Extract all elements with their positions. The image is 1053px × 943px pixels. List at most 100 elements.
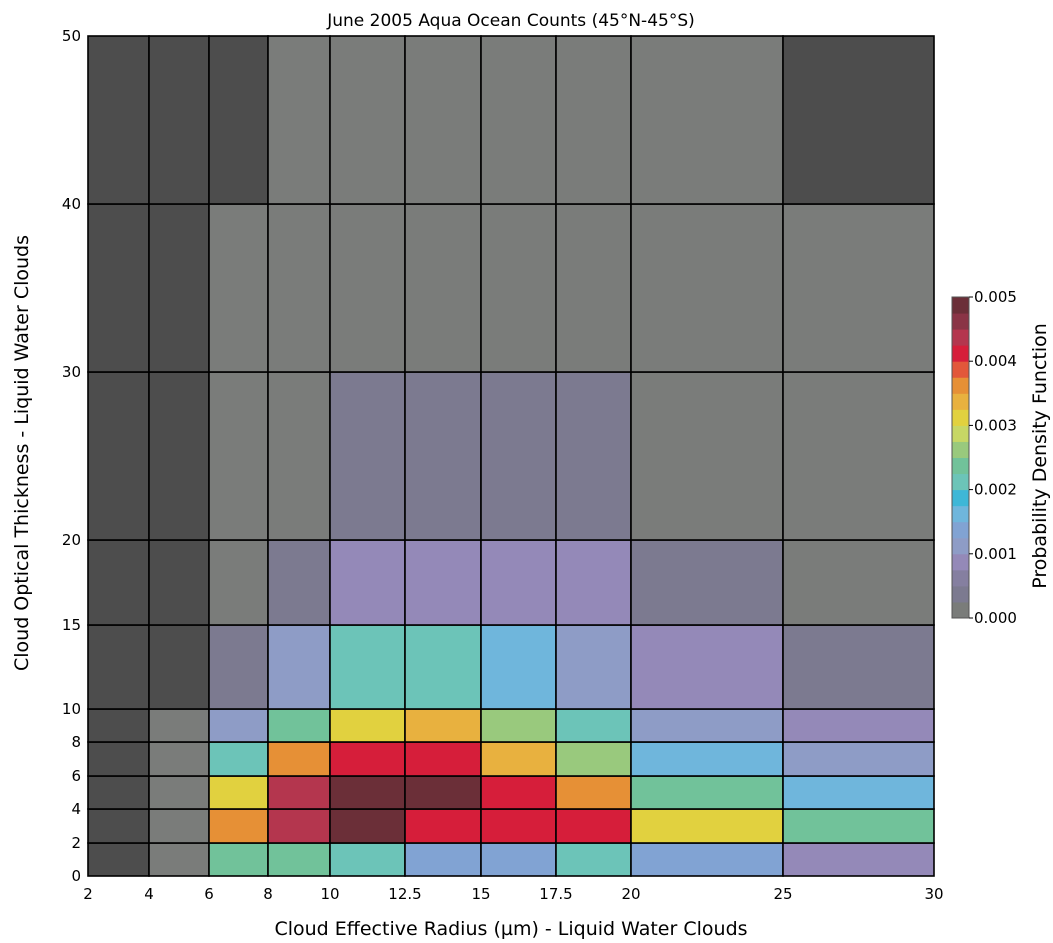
heatmap-cell [267,808,331,844]
heatmap-cell [480,741,557,777]
heatmap-cell [148,775,210,810]
colorbar-swatch [952,505,969,523]
heatmap-cell [555,371,632,541]
heatmap-cell [782,741,935,777]
colorbar-tick-label: 0.004 [974,352,1017,370]
heatmap-cell [87,203,150,373]
heatmap-cell [329,775,406,810]
colorbar-tick-label: 0.002 [974,481,1017,499]
y-tick-label: 40 [62,195,81,213]
heatmap-cell [87,371,150,541]
heatmap-cell [404,708,482,743]
heatmap-cell [555,842,632,877]
x-tick-label: 2 [83,885,93,903]
heatmap-cell [87,624,150,710]
colorbar-swatch [952,409,969,426]
y-tick-label: 50 [62,27,81,45]
heatmap-cell [630,708,784,743]
heatmap-cell [555,203,632,373]
heatmap-cell [404,371,482,541]
heatmap-cell [329,741,406,777]
x-tick-label: 30 [924,885,943,903]
heatmap-cell [208,741,269,777]
colorbar-swatch [952,345,969,362]
heatmap-cell [148,708,210,743]
heatmap-cells [87,35,935,877]
heatmap-cell [555,35,632,205]
colorbar-label: Probability Density Function [1029,323,1051,589]
heatmap-cell [329,35,406,205]
colorbar-tick-label: 0.001 [974,545,1017,563]
colorbar-swatch [952,489,969,507]
colorbar-swatch [952,473,969,491]
heatmap-cell [782,371,935,541]
colorbar-swatch [952,441,969,458]
x-tick-label: 10 [320,885,339,903]
y-tick-label: 2 [71,834,81,852]
heatmap-cell [208,624,269,710]
heatmap-cell [555,624,632,710]
heatmap-cell [630,775,784,810]
heatmap-cell [329,539,406,626]
colorbar-swatch [952,329,969,346]
heatmap-cell [329,624,406,710]
heatmap-cell [208,708,269,743]
y-tick-label: 0 [71,867,81,885]
heatmap-cell [555,708,632,743]
heatmap-cell [630,842,784,877]
y-tick-label: 8 [71,733,81,751]
heatmap-cell [267,842,331,877]
heatmap-cell [148,35,210,205]
colorbar-swatch [952,393,969,410]
colorbar-swatch [952,377,969,394]
heatmap-cell [404,741,482,777]
heatmap-cell [555,539,632,626]
heatmap-cell [782,808,935,844]
heatmap-cell [555,775,632,810]
heatmap-cell [148,624,210,710]
colorbar-swatch [952,553,969,571]
colorbar-swatch [952,297,969,314]
heatmap-cell [208,842,269,877]
y-tick-label: 20 [62,531,81,549]
heatmap-cell [329,708,406,743]
heatmap-cell [87,708,150,743]
x-tick-label: 17.5 [539,885,572,903]
heatmap-cell [782,775,935,810]
colorbar-frame [951,296,970,619]
heatmap-cell [404,842,482,877]
heatmap-cell [782,203,935,373]
heatmap-cell [148,203,210,373]
heatmap-cell [480,371,557,541]
colorbar-swatch [952,585,969,603]
heatmap-cell [480,808,557,844]
colorbar-swatch [952,361,969,378]
heatmap-cell [630,203,784,373]
heatmap-cell [630,808,784,844]
heatmap-cell [267,624,331,710]
heatmap-cell [404,808,482,844]
heatmap-cell [630,35,784,205]
heatmap-cell [480,35,557,205]
heatmap-cell [630,539,784,626]
heatmap-cell [555,808,632,844]
colorbar: 0.000 0.001 0.002 0.003 0.004 0.005 [951,288,1017,627]
colorbar-swatch [952,537,969,555]
heatmap-cell [267,371,331,541]
x-tick-label: 4 [144,885,154,903]
heatmap-cell [630,624,784,710]
heatmap-cell [630,371,784,541]
heatmap-cell [267,539,331,626]
x-axis-ticks: 2 4 6 8 10 12.5 15 17.5 20 25 30 [83,885,943,903]
colorbar-swatch [952,313,969,330]
y-tick-label: 6 [71,767,81,785]
y-tick-label: 4 [71,800,81,818]
heatmap-cell [87,775,150,810]
colorbar-swatch [952,457,969,475]
y-axis-label: Cloud Optical Thickness - Liquid Water C… [11,235,33,671]
y-tick-label: 10 [62,700,81,718]
colorbar-swatch [952,601,969,619]
heatmap-cell [87,35,150,205]
heatmap-cell [782,539,935,626]
